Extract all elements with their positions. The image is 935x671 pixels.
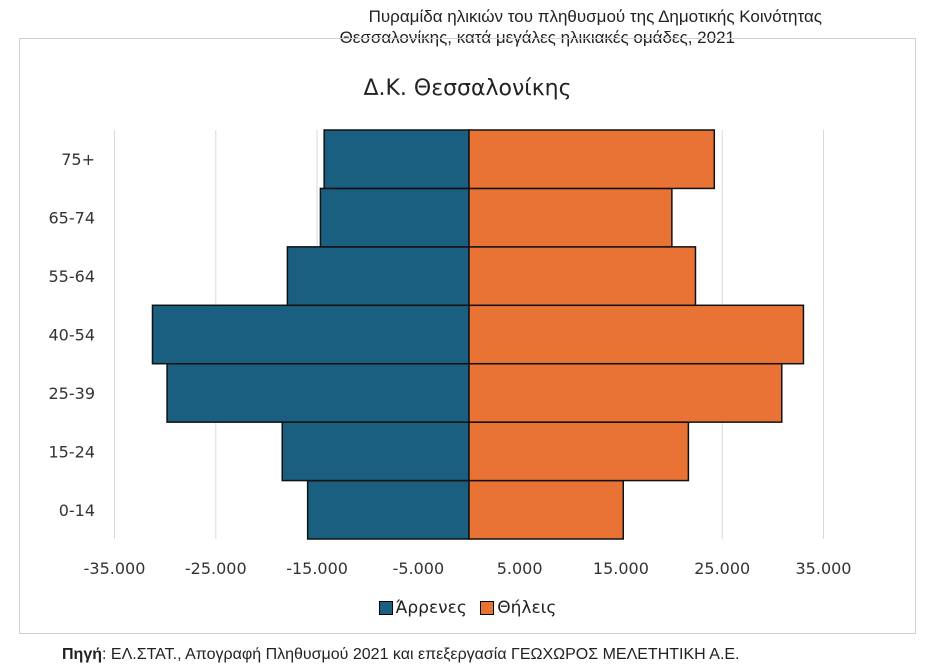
x-tick-label: 35.000 [796, 559, 852, 578]
legend-swatch-male [378, 601, 393, 615]
x-tick-label: -35.000 [84, 559, 146, 578]
legend-swatch-female [480, 601, 495, 615]
x-tick-label: -15.000 [286, 559, 348, 578]
y-tick-label: 0-14 [59, 501, 95, 520]
bar-female [468, 304, 805, 365]
bar-female [468, 479, 625, 540]
bar-male [281, 421, 470, 482]
bar-male [319, 187, 470, 248]
y-tick-label: 65-74 [49, 209, 96, 228]
x-tick-label: 25.000 [694, 559, 750, 578]
bar-female [468, 362, 783, 423]
x-tick-label: 15.000 [593, 559, 649, 578]
legend-label-female: Θήλεις [497, 598, 557, 618]
chart-frame [19, 38, 916, 634]
bar-female [468, 421, 690, 482]
bar-male [166, 362, 470, 423]
bar-female [468, 246, 697, 307]
y-tick-label: 15-24 [49, 442, 96, 461]
legend-item-male: Άρρενες [378, 598, 467, 618]
bar-female [468, 187, 673, 248]
bar-female [468, 129, 716, 190]
y-tick-label: 55-64 [49, 267, 96, 286]
source-label: Πηγή [62, 646, 102, 663]
figure-title-line2: Θεσσαλονίκης, κατά μεγάλες ηλικιακές ομά… [339, 28, 735, 47]
source-text: : ΕΛ.ΣΤΑΤ., Απογραφή Πληθυσμού 2021 και … [102, 646, 740, 663]
source-note: Πηγή: ΕΛ.ΣΤΑΤ., Απογραφή Πληθυσμού 2021 … [62, 646, 740, 664]
legend-item-female: Θήλεις [480, 598, 556, 618]
y-tick-label: 75+ [61, 150, 95, 169]
figure-title-line1: Πυραμίδα ηλικιών του πληθυσμού της Δημοτ… [368, 7, 822, 26]
x-tick-label: -5.000 [393, 559, 445, 578]
bar-male [151, 304, 470, 365]
chart-title: Δ.Κ. Θεσσαλονίκης [363, 76, 572, 101]
bar-male [323, 129, 470, 190]
x-tick-label: 5.000 [497, 559, 543, 578]
bar-male [306, 479, 470, 540]
y-tick-label: 25-39 [49, 384, 96, 403]
y-tick-label: 40-54 [49, 326, 96, 345]
legend-label-male: Άρρενες [395, 598, 467, 618]
x-tick-label: -25.000 [185, 559, 247, 578]
legend: Άρρενες Θήλεις [0, 598, 935, 620]
bar-male [286, 246, 470, 307]
